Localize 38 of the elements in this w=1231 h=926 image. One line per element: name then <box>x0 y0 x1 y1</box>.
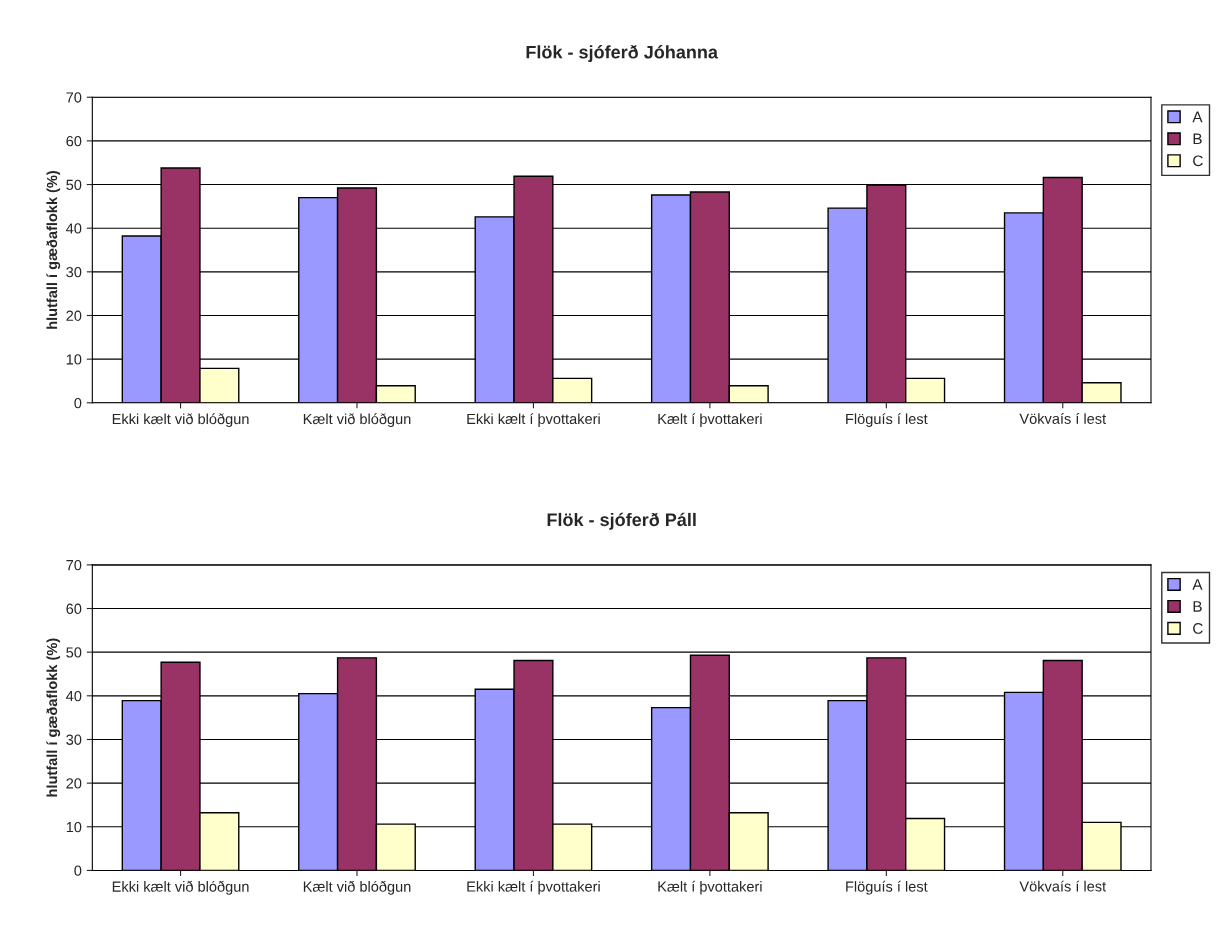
x-tick-label: Flöguís í lest <box>846 413 928 427</box>
y-tick-label: 0 <box>74 865 82 876</box>
y-tick-label: 30 <box>66 266 82 278</box>
x-tick-label: Kælt við blóðgun <box>303 413 411 428</box>
legend-label: A <box>1192 111 1203 123</box>
y-tick-label: 50 <box>66 647 82 658</box>
y-tick-label: 10 <box>66 354 82 365</box>
x-tick-label: Kælt í þvottakeri <box>658 413 762 427</box>
y-tick-label: 60 <box>66 603 82 614</box>
y-axis-title: hlutfall í gæðaflokk (%) <box>46 170 61 329</box>
y-tick-label: 0 <box>74 397 82 409</box>
x-tick-label: Flöguís í lest <box>846 880 928 895</box>
y-tick-label: 70 <box>66 559 82 571</box>
x-tick-label: Ekki kælt í þvottakeri <box>467 880 600 895</box>
x-tick-label: Vökvaís í lest <box>1019 880 1107 892</box>
y-tick-label: 50 <box>66 179 82 190</box>
chart-title: Flök - sjóferð Jóhanna <box>526 45 719 63</box>
y-axis-title: hlutfall í gæðaflokk (%) <box>46 638 61 797</box>
legend-label: B <box>1193 601 1202 612</box>
legend-label: B <box>1193 133 1202 145</box>
legend-label: C <box>1193 155 1203 167</box>
y-tick-label: 70 <box>66 92 82 103</box>
y-tick-label: 10 <box>66 821 82 833</box>
y-tick-label: 60 <box>66 135 82 147</box>
x-tick-label: Vökvaís í lest <box>1019 413 1107 424</box>
x-tick-label: Kælt við blóðgun <box>303 880 411 895</box>
legend-label: A <box>1192 579 1203 590</box>
y-tick-label: 40 <box>66 223 82 234</box>
legend-label: C <box>1193 623 1203 634</box>
x-tick-label: Kælt í þvottakeri <box>658 880 762 895</box>
x-tick-label: Ekki kælt við blóðgun <box>112 880 249 895</box>
y-tick-label: 40 <box>66 690 82 702</box>
y-tick-label: 30 <box>66 734 82 745</box>
x-tick-label: Ekki kælt í þvottakeri <box>467 413 600 427</box>
x-tick-label: Ekki kælt við blóðgun <box>112 413 249 428</box>
chart-title: Flök - sjóferð Páll <box>547 512 696 530</box>
y-tick-label: 20 <box>66 310 82 321</box>
y-tick-label: 20 <box>66 778 82 789</box>
